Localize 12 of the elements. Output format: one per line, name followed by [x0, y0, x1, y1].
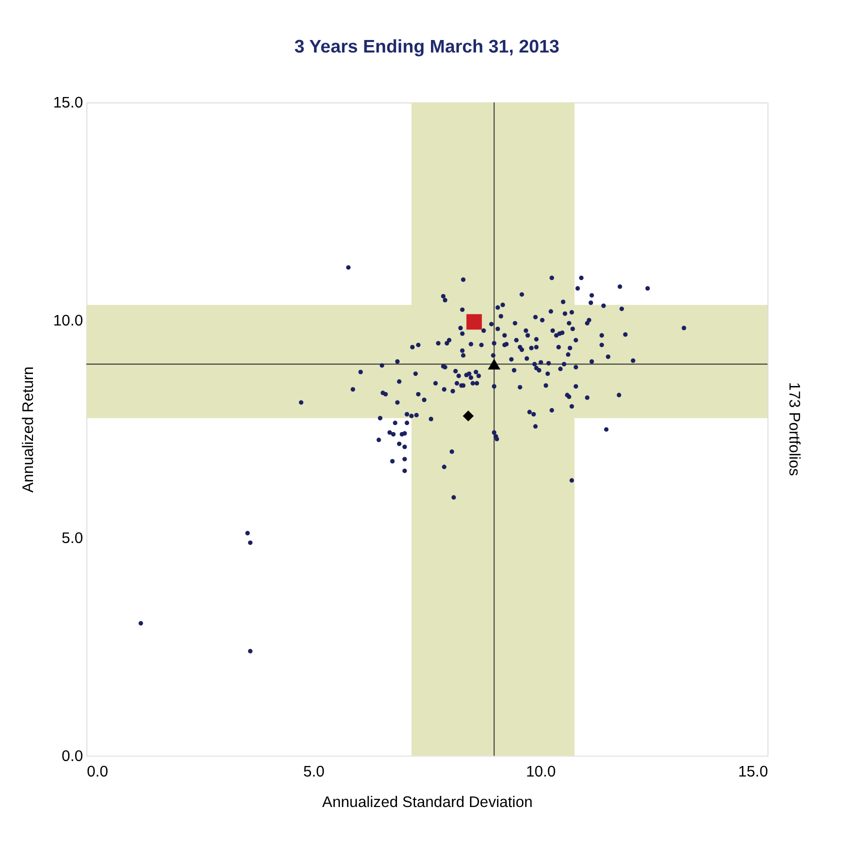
y-tick-label: 5.0: [62, 530, 83, 548]
x-axis-title: Annualized Standard Deviation: [322, 794, 533, 812]
y-axis-title: Annualized Return: [20, 366, 37, 493]
x-tick-label: 5.0: [303, 763, 325, 780]
text: 173 Portfolios: [786, 382, 803, 476]
y-tick-label: 15.0: [53, 94, 83, 112]
x-tick-label: 15.0: [738, 763, 768, 780]
x-tick-label: 10.0: [526, 763, 556, 780]
y-tick-label: 0.0: [62, 748, 83, 765]
chart-title: 3 Years Ending March 31, 2013: [294, 36, 560, 56]
y-tick-label: 10.0: [53, 312, 83, 330]
x-tick-label: 0.0: [86, 763, 108, 780]
